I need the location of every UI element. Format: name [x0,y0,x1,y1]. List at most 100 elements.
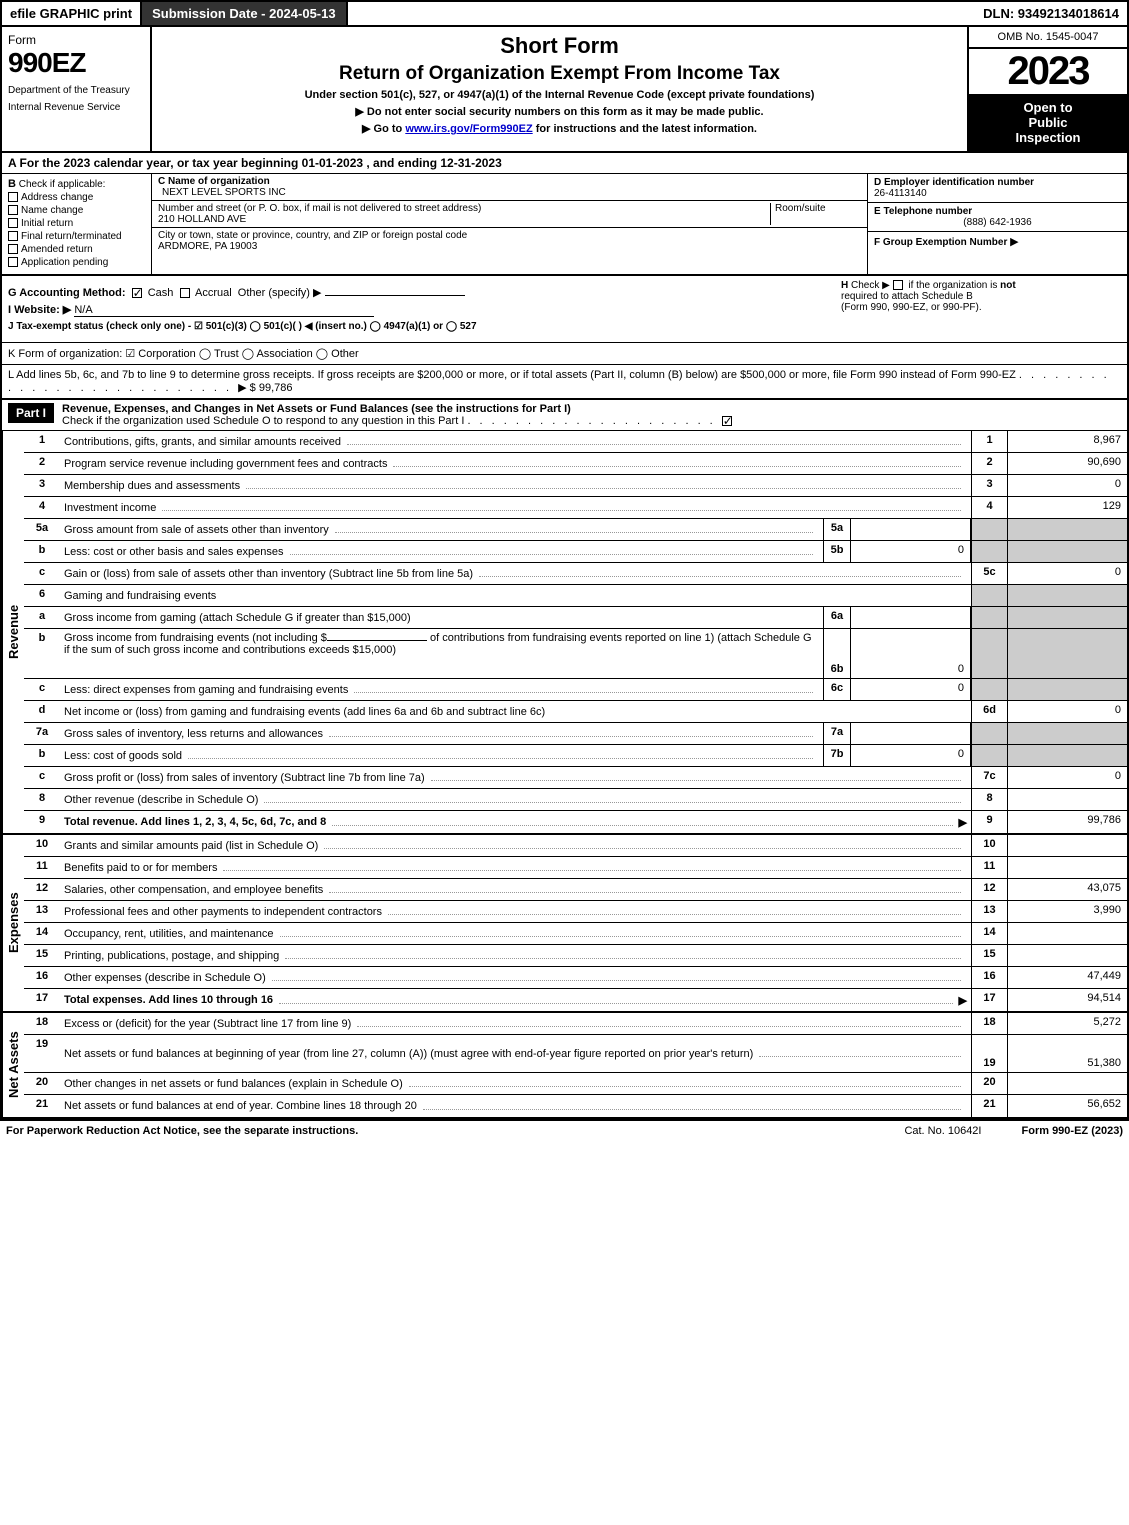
chk-initial-return[interactable] [8,218,18,228]
goto-post: for instructions and the latest informat… [533,123,757,135]
goto-pre: ▶ Go to [362,123,405,135]
c-city-label: City or town, state or province, country… [158,230,861,241]
line-21: 21Net assets or fund balances at end of … [24,1095,1127,1117]
val-1: 8,967 [1007,431,1127,452]
val-7c: 0 [1007,767,1127,788]
inspection-badge: Open to Public Inspection [969,94,1127,151]
e-label: E Telephone number [874,206,1121,217]
form-header: Form 990EZ Department of the Treasury In… [2,27,1127,153]
netassets-table: Net Assets 18Excess or (deficit) for the… [2,1013,1127,1119]
section-ghi: G Accounting Method: Cash Accrual Other … [2,276,1127,343]
dept-irs: Internal Revenue Service [8,102,144,113]
val-12: 43,075 [1007,879,1127,900]
line-5c: cGain or (loss) from sale of assets othe… [24,563,1127,585]
revenue-table: Revenue 1Contributions, gifts, grants, a… [2,431,1127,835]
c-addr-label: Number and street (or P. O. box, if mail… [158,203,766,214]
c-addr-value: 210 HOLLAND AVE [158,214,766,225]
g-label: G Accounting Method: [8,287,126,299]
chk-application-pending[interactable] [8,257,18,267]
netassets-vlabel: Net Assets [2,1013,24,1117]
c-room-label: Room/suite [771,203,861,225]
chk-cash[interactable] [132,288,142,298]
inspection-line3: Inspection [973,130,1123,145]
line-1: 1Contributions, gifts, grants, and simil… [24,431,1127,453]
section-def: D Employer identification number 26-4113… [867,174,1127,274]
h-text1: Check ▶ [851,280,890,291]
c-name-label: C Name of organization [158,176,861,187]
line-6b: bGross income from fundraising events (n… [24,629,1127,679]
val-4: 129 [1007,497,1127,518]
irs-link[interactable]: www.irs.gov/Form990EZ [405,123,532,135]
subval-5a [851,519,971,540]
i-value: N/A [74,304,92,316]
subval-7a [851,723,971,744]
dln-label: DLN: 93492134018614 [975,2,1127,25]
section-a: A For the 2023 calendar year, or tax yea… [2,153,1127,174]
val-15 [1007,945,1127,966]
opt-amended-return: Amended return [21,244,93,255]
val-16: 47,449 [1007,967,1127,988]
chk-accrual[interactable] [180,288,190,298]
line-4: 4Investment income4129 [24,497,1127,519]
d-label: D Employer identification number [874,177,1121,188]
val-8 [1007,789,1127,810]
footer-catno: Cat. No. 10642I [904,1125,981,1137]
h-label: H [841,280,848,291]
part1-check-line: Check if the organization used Schedule … [62,415,464,427]
val-13: 3,990 [1007,901,1127,922]
arrow-icon: ▶ [959,816,967,829]
chk-amended-return[interactable] [8,244,18,254]
line-17: 17Total expenses. Add lines 10 through 1… [24,989,1127,1011]
val-3: 0 [1007,475,1127,496]
line-10: 10Grants and similar amounts paid (list … [24,835,1127,857]
form-word: Form [8,33,144,47]
line-5b: bLess: cost or other basis and sales exp… [24,541,1127,563]
f-arrow-icon: ▶ [1010,236,1018,248]
title-short-form: Short Form [162,33,957,59]
efile-print-label[interactable]: efile GRAPHIC print [2,2,140,25]
line-5a: 5aGross amount from sale of assets other… [24,519,1127,541]
chk-h[interactable] [893,280,903,290]
form-number: 990EZ [8,47,144,79]
val-21: 56,652 [1007,1095,1127,1117]
subtitle: Under section 501(c), 527, or 4947(a)(1)… [162,89,957,101]
opt-name-change: Name change [21,205,83,216]
chk-address-change[interactable] [8,192,18,202]
line-12: 12Salaries, other compensation, and empl… [24,879,1127,901]
g-cash: Cash [148,287,174,299]
header-left: Form 990EZ Department of the Treasury In… [2,27,152,151]
e-value: (888) 642-1936 [874,217,1121,228]
section-c: C Name of organization NEXT LEVEL SPORTS… [152,174,867,274]
line-7a: 7aGross sales of inventory, less returns… [24,723,1127,745]
line-3: 3Membership dues and assessments30 [24,475,1127,497]
line-20: 20Other changes in net assets or fund ba… [24,1073,1127,1095]
form-container: efile GRAPHIC print Submission Date - 20… [0,0,1129,1121]
line-15: 15Printing, publications, postage, and s… [24,945,1127,967]
chk-schedule-o[interactable] [722,416,732,426]
submission-date: Submission Date - 2024-05-13 [140,2,348,25]
footer-right: Form 990-EZ (2023) [1022,1125,1124,1137]
chk-final-return[interactable] [8,231,18,241]
chk-name-change[interactable] [8,205,18,215]
g-accrual: Accrual [195,287,232,299]
line-7b: bLess: cost of goods sold7b0 [24,745,1127,767]
subval-6b: 0 [851,629,971,678]
line-8: 8Other revenue (describe in Schedule O)8 [24,789,1127,811]
goto-line: ▶ Go to www.irs.gov/Form990EZ for instru… [162,122,957,135]
line-16: 16Other expenses (describe in Schedule O… [24,967,1127,989]
h-not: not [1000,280,1016,291]
l-value: 99,786 [259,382,293,394]
f-label: F Group Exemption Number [874,237,1007,248]
expenses-table: Expenses 10Grants and similar amounts pa… [2,835,1127,1013]
header-right: OMB No. 1545-0047 2023 Open to Public In… [967,27,1127,151]
line-13: 13Professional fees and other payments t… [24,901,1127,923]
val-18: 5,272 [1007,1013,1127,1034]
subval-5b: 0 [851,541,971,562]
opt-application-pending: Application pending [21,257,108,268]
arrow-icon: ▶ [959,994,967,1007]
h-text3: required to attach Schedule B [841,291,973,302]
omb-number: OMB No. 1545-0047 [969,27,1127,49]
c-name-value: NEXT LEVEL SPORTS INC [162,187,861,198]
i-label: I Website: ▶ [8,304,71,316]
part1-header-row: Part I Revenue, Expenses, and Changes in… [2,400,1127,431]
